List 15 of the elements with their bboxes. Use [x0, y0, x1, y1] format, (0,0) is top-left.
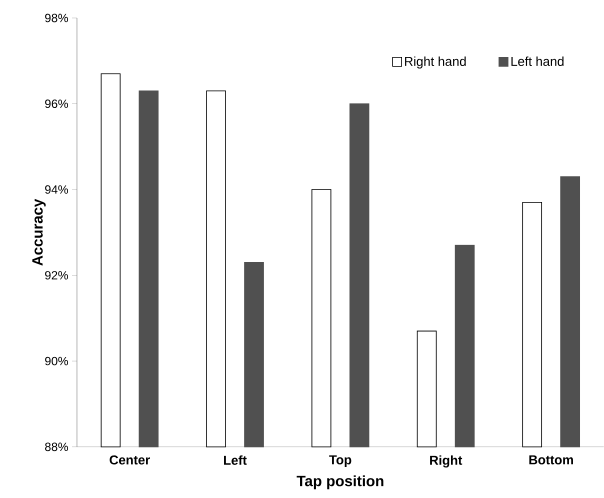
y-tick-label: 92%: [45, 271, 68, 280]
y-tick-label: 98%: [45, 14, 68, 22]
x-tick-label: Center: [110, 455, 150, 465]
x-tick-label: Left: [224, 455, 247, 465]
y-tick-label: 96%: [45, 100, 68, 108]
legend-label: Left hand: [511, 56, 564, 66]
y-tick-label: 94%: [45, 185, 68, 194]
x-axis-title: Tap position: [296, 475, 384, 490]
x-tick-label: Bottom: [529, 455, 573, 464]
y-tick-label: 88%: [45, 442, 68, 452]
x-tick-label: Top: [329, 455, 352, 468]
y-tick-label: 90%: [45, 356, 68, 366]
legend-label: Right hand: [405, 56, 466, 69]
y-axis-title: Accuracy: [32, 198, 46, 266]
x-tick-label: Right: [430, 455, 462, 468]
